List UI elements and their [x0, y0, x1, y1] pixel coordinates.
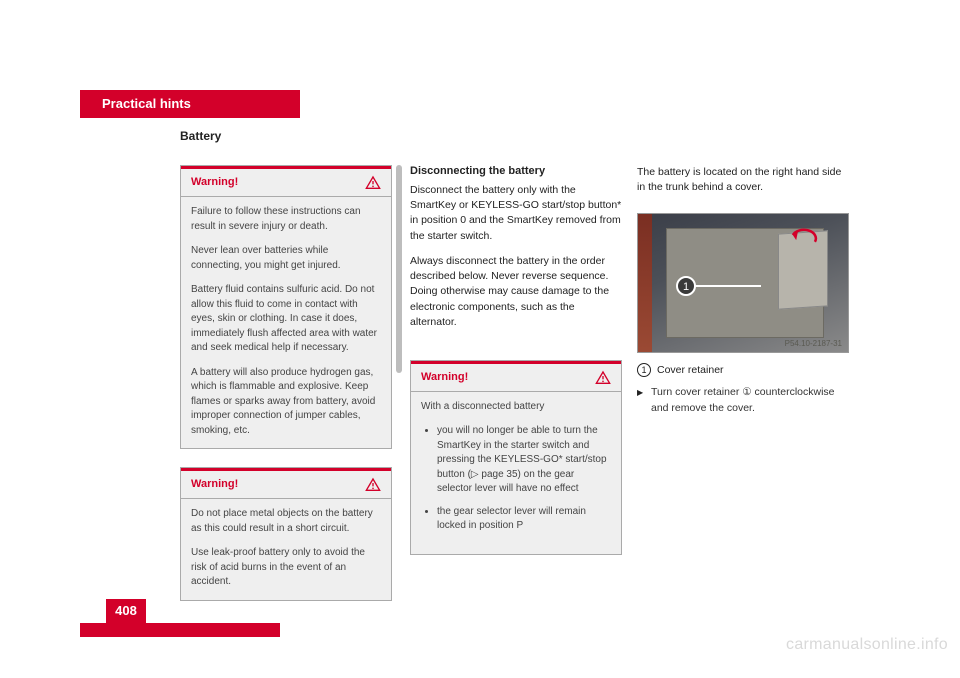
- warning-box-3: Warning! With a disconnected battery you…: [410, 360, 622, 555]
- warning-triangle-icon: [595, 370, 611, 386]
- warning-text: Battery fluid contains sulfuric acid. Do…: [191, 283, 381, 356]
- section-subheader: Battery: [180, 129, 221, 143]
- warning-header: Warning!: [181, 468, 391, 499]
- warning-text: Failure to follow these instructions can…: [191, 205, 381, 234]
- note-block: The battery is located on the right hand…: [637, 165, 849, 195]
- note-text: Disconnect the battery only with the Sma…: [410, 183, 622, 244]
- warning-header: Warning!: [181, 166, 391, 197]
- warning-triangle-icon: [365, 477, 381, 493]
- step-instruction: Turn cover retainer ① counterclockwise a…: [637, 385, 849, 415]
- warning-list-item: you will no longer be able to turn the S…: [437, 424, 611, 497]
- warning-title: Warning!: [191, 477, 238, 493]
- warning-list: you will no longer be able to turn the S…: [421, 424, 611, 534]
- column-3: The battery is located on the right hand…: [637, 165, 849, 416]
- warning-text: A battery will also produce hydrogen gas…: [191, 366, 381, 439]
- warning-triangle-icon: [365, 175, 381, 191]
- warning-body: Failure to follow these instructions can…: [181, 197, 391, 448]
- column-1: Warning! Failure to follow these instruc…: [180, 165, 392, 619]
- note-text: The battery is located on the right hand…: [637, 165, 849, 195]
- page-number-bar: [80, 623, 280, 637]
- warning-list-item: the gear selector lever will remain lock…: [437, 505, 611, 534]
- warning-text: Use leak-proof battery only to avoid the…: [191, 546, 381, 590]
- callout-line: [695, 285, 761, 287]
- note-block: Disconnect the battery only with the Sma…: [410, 183, 622, 330]
- figure-battery-cover: 1 P54.10-2187-31: [637, 213, 849, 353]
- warning-box-2: Warning! Do not place metal objects on t…: [180, 467, 392, 601]
- heading-disconnecting: Disconnecting the battery: [410, 165, 622, 177]
- section-tab: Practical hints: [80, 90, 300, 118]
- warning-text: Do not place metal objects on the batter…: [191, 507, 381, 536]
- warning-title: Warning!: [421, 370, 468, 386]
- warning-header: Warning!: [411, 361, 621, 392]
- warning-title: Warning!: [191, 175, 238, 191]
- warning-body: Do not place metal objects on the batter…: [181, 499, 391, 600]
- caption-text: Cover retainer: [657, 364, 724, 376]
- figure-decor: [637, 214, 652, 353]
- scrollbar-indicator: [396, 165, 402, 373]
- warning-text: Never lean over batteries while connecti…: [191, 244, 381, 273]
- page-number: 408: [106, 599, 146, 623]
- figure-code: P54.10-2187-31: [785, 339, 842, 348]
- note-text: Always disconnect the battery in the ord…: [410, 254, 622, 330]
- warning-body: With a disconnected battery you will no …: [411, 392, 621, 554]
- figure-caption: 1 Cover retainer: [637, 363, 849, 377]
- warning-text: With a disconnected battery: [421, 400, 611, 415]
- warning-box-1: Warning! Failure to follow these instruc…: [180, 165, 392, 449]
- watermark: carmanualsonline.info: [786, 636, 948, 654]
- column-2: Disconnecting the battery Disconnect the…: [410, 165, 622, 573]
- rotate-arrow-icon: [786, 224, 820, 246]
- caption-callout-num: 1: [637, 363, 651, 377]
